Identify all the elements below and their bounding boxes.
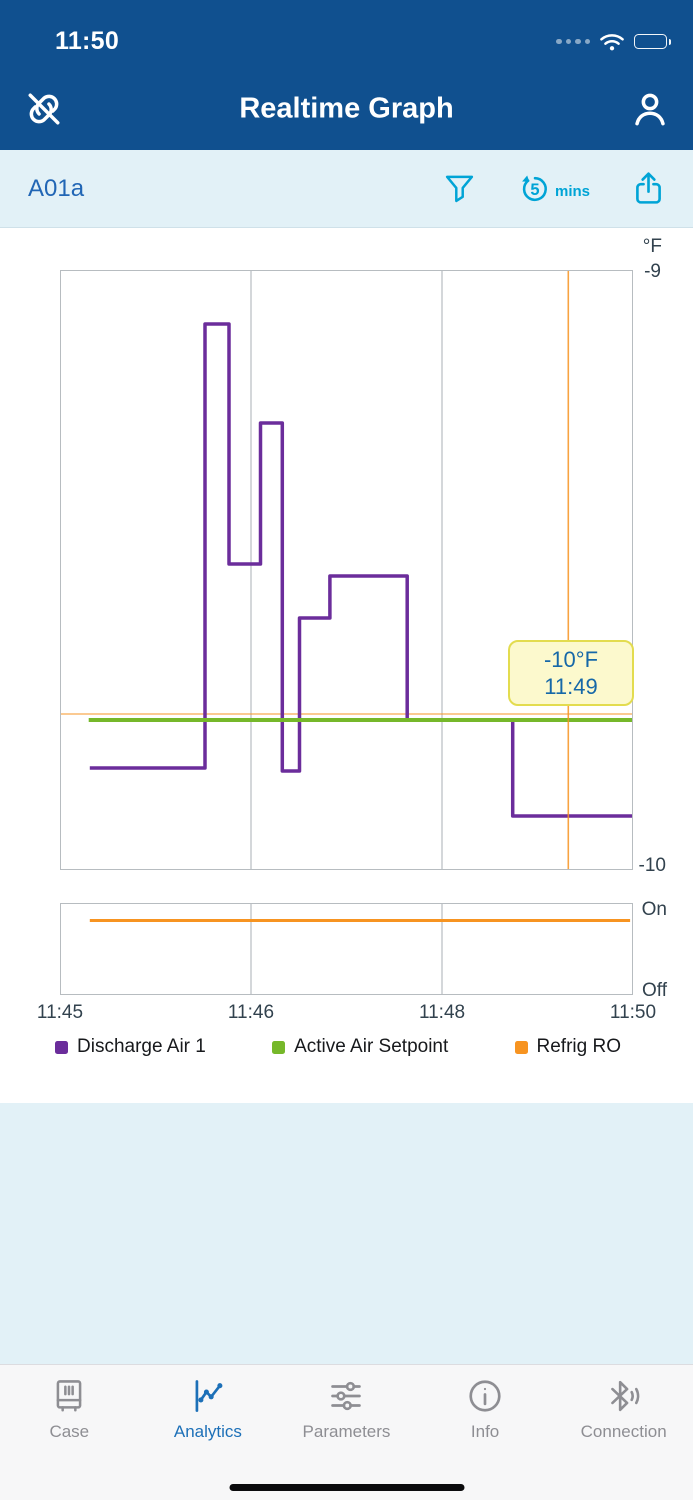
- battery-icon: [634, 34, 671, 49]
- share-button[interactable]: [630, 170, 667, 207]
- tab-label: Connection: [580, 1422, 667, 1441]
- tab-label: Info: [470, 1422, 500, 1441]
- x-tick-label: 11:48: [418, 1002, 466, 1023]
- legend-label: Discharge Air 1: [77, 1036, 206, 1057]
- legend-swatch: [514, 1040, 528, 1054]
- y-axis-min-label: -10: [638, 855, 666, 876]
- person-icon: [629, 88, 671, 130]
- y-axis-unit-label: °F: [642, 236, 662, 257]
- page-title: Realtime Graph: [239, 92, 454, 124]
- chart-area: °F -9 -10 -10°F 11:49 On Off 11:45 11:46 1…: [0, 228, 693, 1103]
- tab-label: Case: [49, 1422, 90, 1441]
- toolbar: A01a 5 mins: [0, 150, 693, 228]
- tab-case[interactable]: Case: [0, 1365, 139, 1500]
- analytics-icon: [189, 1377, 227, 1415]
- wifi-icon: [599, 32, 625, 52]
- tab-analytics[interactable]: Analytics: [139, 1365, 278, 1500]
- empty-content-panel: [0, 1103, 693, 1364]
- x-axis-ticks: 11:45 11:46 11:48 11:50: [37, 1002, 656, 1026]
- profile-button[interactable]: [629, 88, 671, 130]
- legend-label: Active Air Setpoint: [294, 1036, 449, 1057]
- toolbar-actions: 5 mins: [442, 170, 667, 207]
- tooltip-time: 11:49: [544, 673, 598, 699]
- legend-item[interactable]: Discharge Air 1: [55, 1036, 206, 1058]
- tab-connection[interactable]: Connection: [554, 1365, 693, 1500]
- parameters-sliders-icon: [327, 1377, 365, 1415]
- nav-header: Realtime Graph: [0, 67, 693, 150]
- main-chart-plot[interactable]: [60, 270, 633, 870]
- cellular-signal-icon: [556, 38, 590, 45]
- tab-bar: Case Analytics: [0, 1364, 693, 1500]
- tab-info[interactable]: Info: [416, 1365, 555, 1500]
- status-indicators: [556, 32, 671, 52]
- interval-unit-label: mins: [554, 182, 590, 200]
- status-bar: 11:50: [0, 0, 693, 67]
- share-icon: [630, 170, 667, 207]
- home-indicator[interactable]: [229, 1484, 464, 1491]
- tab-label: Analytics: [173, 1422, 242, 1441]
- filter-funnel-icon: [442, 171, 477, 206]
- chart-legend: Discharge Air 1 Active Air Setpoint Refrig…: [55, 1036, 621, 1058]
- status-time: 11:50: [55, 27, 120, 55]
- refresh-interval-button[interactable]: 5 mins: [517, 171, 590, 207]
- digital-off-label: Off: [642, 980, 667, 1001]
- tab-parameters[interactable]: Parameters: [277, 1365, 416, 1500]
- device-label[interactable]: A01a: [28, 174, 85, 202]
- tooltip-value: -10°F: [543, 646, 599, 672]
- x-tick-label: 11:46: [227, 1002, 275, 1023]
- info-icon: [466, 1377, 504, 1415]
- legend-swatch: [272, 1040, 286, 1054]
- x-tick-label: 11:50: [609, 1002, 657, 1023]
- link-off-icon: [22, 87, 66, 131]
- x-tick-label: 11:45: [36, 1002, 84, 1023]
- disconnect-button[interactable]: [22, 87, 66, 131]
- bluetooth-connection-icon: [604, 1377, 644, 1415]
- digital-chart-plot[interactable]: [60, 903, 633, 995]
- chart-tooltip: -10°F 11:49: [508, 640, 634, 706]
- case-icon: [50, 1377, 88, 1415]
- legend-item[interactable]: Refrig RO: [514, 1036, 621, 1058]
- tab-label: Parameters: [302, 1422, 391, 1441]
- legend-item[interactable]: Active Air Setpoint: [272, 1036, 448, 1058]
- svg-text:5: 5: [530, 181, 539, 199]
- legend-swatch: [55, 1040, 68, 1054]
- legend-label: Refrig RO: [536, 1036, 621, 1057]
- refresh-interval-icon: 5: [517, 171, 553, 207]
- y-axis-max-label: -9: [644, 261, 661, 282]
- filter-button[interactable]: [442, 171, 477, 206]
- digital-on-label: On: [641, 899, 667, 920]
